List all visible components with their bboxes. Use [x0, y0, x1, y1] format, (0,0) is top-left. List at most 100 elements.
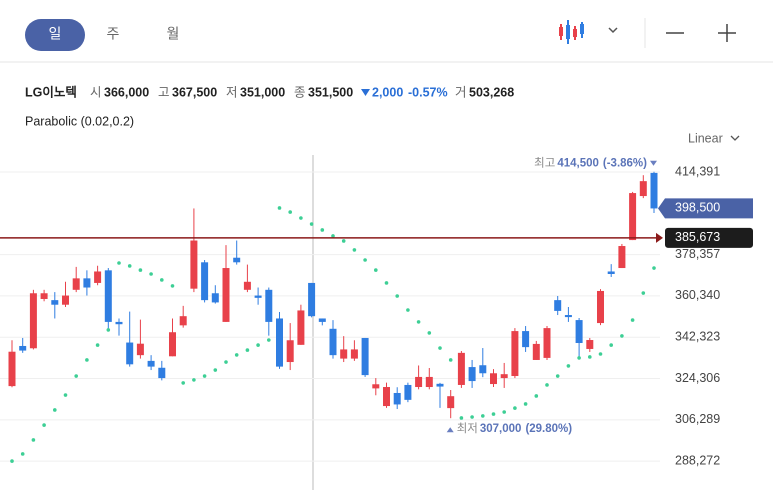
- candle-body: [243, 281, 251, 290]
- candle-body: [222, 268, 230, 322]
- sar-dot: [74, 374, 78, 378]
- sar-dot: [117, 261, 121, 265]
- candle-body: [51, 300, 59, 305]
- change-pct: -0.57%: [408, 85, 448, 99]
- price-label: 385,673: [675, 230, 720, 244]
- sar-dot: [331, 234, 335, 238]
- sar-dot: [598, 352, 603, 356]
- tab[interactable]: 주: [107, 26, 120, 42]
- sar-dot: [641, 291, 646, 295]
- candle-body: [522, 331, 530, 348]
- sar-dot: [652, 266, 656, 270]
- sar-dot: [609, 343, 613, 347]
- sar-dot: [566, 364, 571, 368]
- sar-dot: [267, 338, 271, 342]
- sar-dot: [555, 374, 560, 378]
- sar-dot: [95, 343, 100, 347]
- sar-dot: [192, 378, 196, 382]
- candle-body: [83, 278, 91, 288]
- sar-dot: [234, 353, 239, 357]
- value: 351,000: [240, 85, 285, 99]
- sar-dot: [202, 374, 207, 378]
- sar-dot: [320, 228, 325, 232]
- tab[interactable]: 월: [167, 26, 180, 42]
- candle-body: [8, 351, 16, 387]
- candle-body: [415, 376, 423, 388]
- candle-body: [201, 262, 209, 301]
- note-change: (-3.86%): [603, 158, 647, 170]
- candle-body: [276, 318, 283, 367]
- sar-dot: [545, 383, 549, 387]
- sar-dot: [363, 258, 367, 262]
- sar-dot: [620, 334, 624, 338]
- sar-dot: [534, 394, 539, 398]
- chart-type-icon[interactable]: [559, 20, 584, 44]
- candle-body: [586, 340, 594, 349]
- candle-body: [126, 342, 134, 365]
- candle-body: [447, 396, 455, 409]
- y-tick-label: 414,391: [675, 164, 720, 178]
- down-arrow: [361, 89, 370, 96]
- candle-body: [297, 310, 305, 345]
- sar-dot: [630, 318, 635, 322]
- zoom-in[interactable]: [718, 24, 736, 42]
- candle-body: [350, 349, 358, 359]
- sar-dot: [288, 210, 293, 214]
- candle-body: [639, 181, 647, 197]
- sar-dot: [374, 268, 378, 272]
- label: 거: [455, 85, 467, 99]
- sar-dot: [427, 331, 432, 335]
- candle-body: [479, 365, 487, 374]
- candle-body: [404, 384, 412, 400]
- sar-dot: [138, 268, 143, 272]
- candle-body: [286, 340, 294, 363]
- sar-dot: [53, 408, 57, 412]
- sar-dot: [31, 438, 36, 442]
- candle-body: [361, 337, 369, 376]
- sar-dot: [85, 358, 89, 362]
- candle-body: [629, 193, 637, 241]
- candle-body: [468, 367, 476, 382]
- last-label: 398,500: [675, 201, 720, 215]
- sar-dot: [10, 459, 14, 463]
- change: 2,000: [372, 85, 403, 99]
- candle-body: [383, 387, 390, 407]
- candle-body: [650, 172, 658, 209]
- tab-active[interactable]: [25, 19, 85, 51]
- sar-dot: [352, 248, 357, 252]
- sar-dot: [406, 308, 410, 312]
- sar-dot: [245, 348, 250, 352]
- price-pill: [665, 227, 753, 248]
- candle-body: [72, 278, 80, 290]
- sar-dot: [588, 355, 592, 359]
- candle-body: [254, 295, 262, 298]
- candle-body: [329, 328, 337, 356]
- scale-selector[interactable]: Linear: [688, 131, 723, 145]
- quote-line: LG이노텍 시 366,000 고 367,500 저 351,000 종 35…: [25, 84, 514, 99]
- candle-body: [372, 384, 380, 389]
- candle-body: [104, 270, 112, 322]
- tab[interactable]: 일: [49, 26, 62, 42]
- value: 366,000: [104, 85, 149, 99]
- candle-body: [265, 289, 273, 322]
- price-marker: [656, 232, 663, 243]
- sar-dot: [127, 264, 132, 268]
- sar-dot: [395, 294, 400, 298]
- dropdown-icon[interactable]: [608, 27, 618, 34]
- note-prefix: 최고: [534, 157, 555, 170]
- candle-body: [29, 293, 37, 349]
- high-note: 최고 414,500 (-3.86%): [534, 157, 647, 170]
- dropdown-icon[interactable]: [730, 135, 740, 141]
- sar-dot: [523, 402, 528, 406]
- candle-body: [500, 374, 508, 379]
- y-tick-label: 324,306: [675, 371, 720, 385]
- sar-dot: [256, 343, 260, 347]
- sar-dot: [106, 328, 111, 332]
- candle-body: [233, 257, 241, 263]
- candle-body: [158, 367, 166, 379]
- candle-body: [436, 383, 444, 387]
- note-value: 414,500: [557, 158, 599, 170]
- candle-body: [425, 376, 433, 388]
